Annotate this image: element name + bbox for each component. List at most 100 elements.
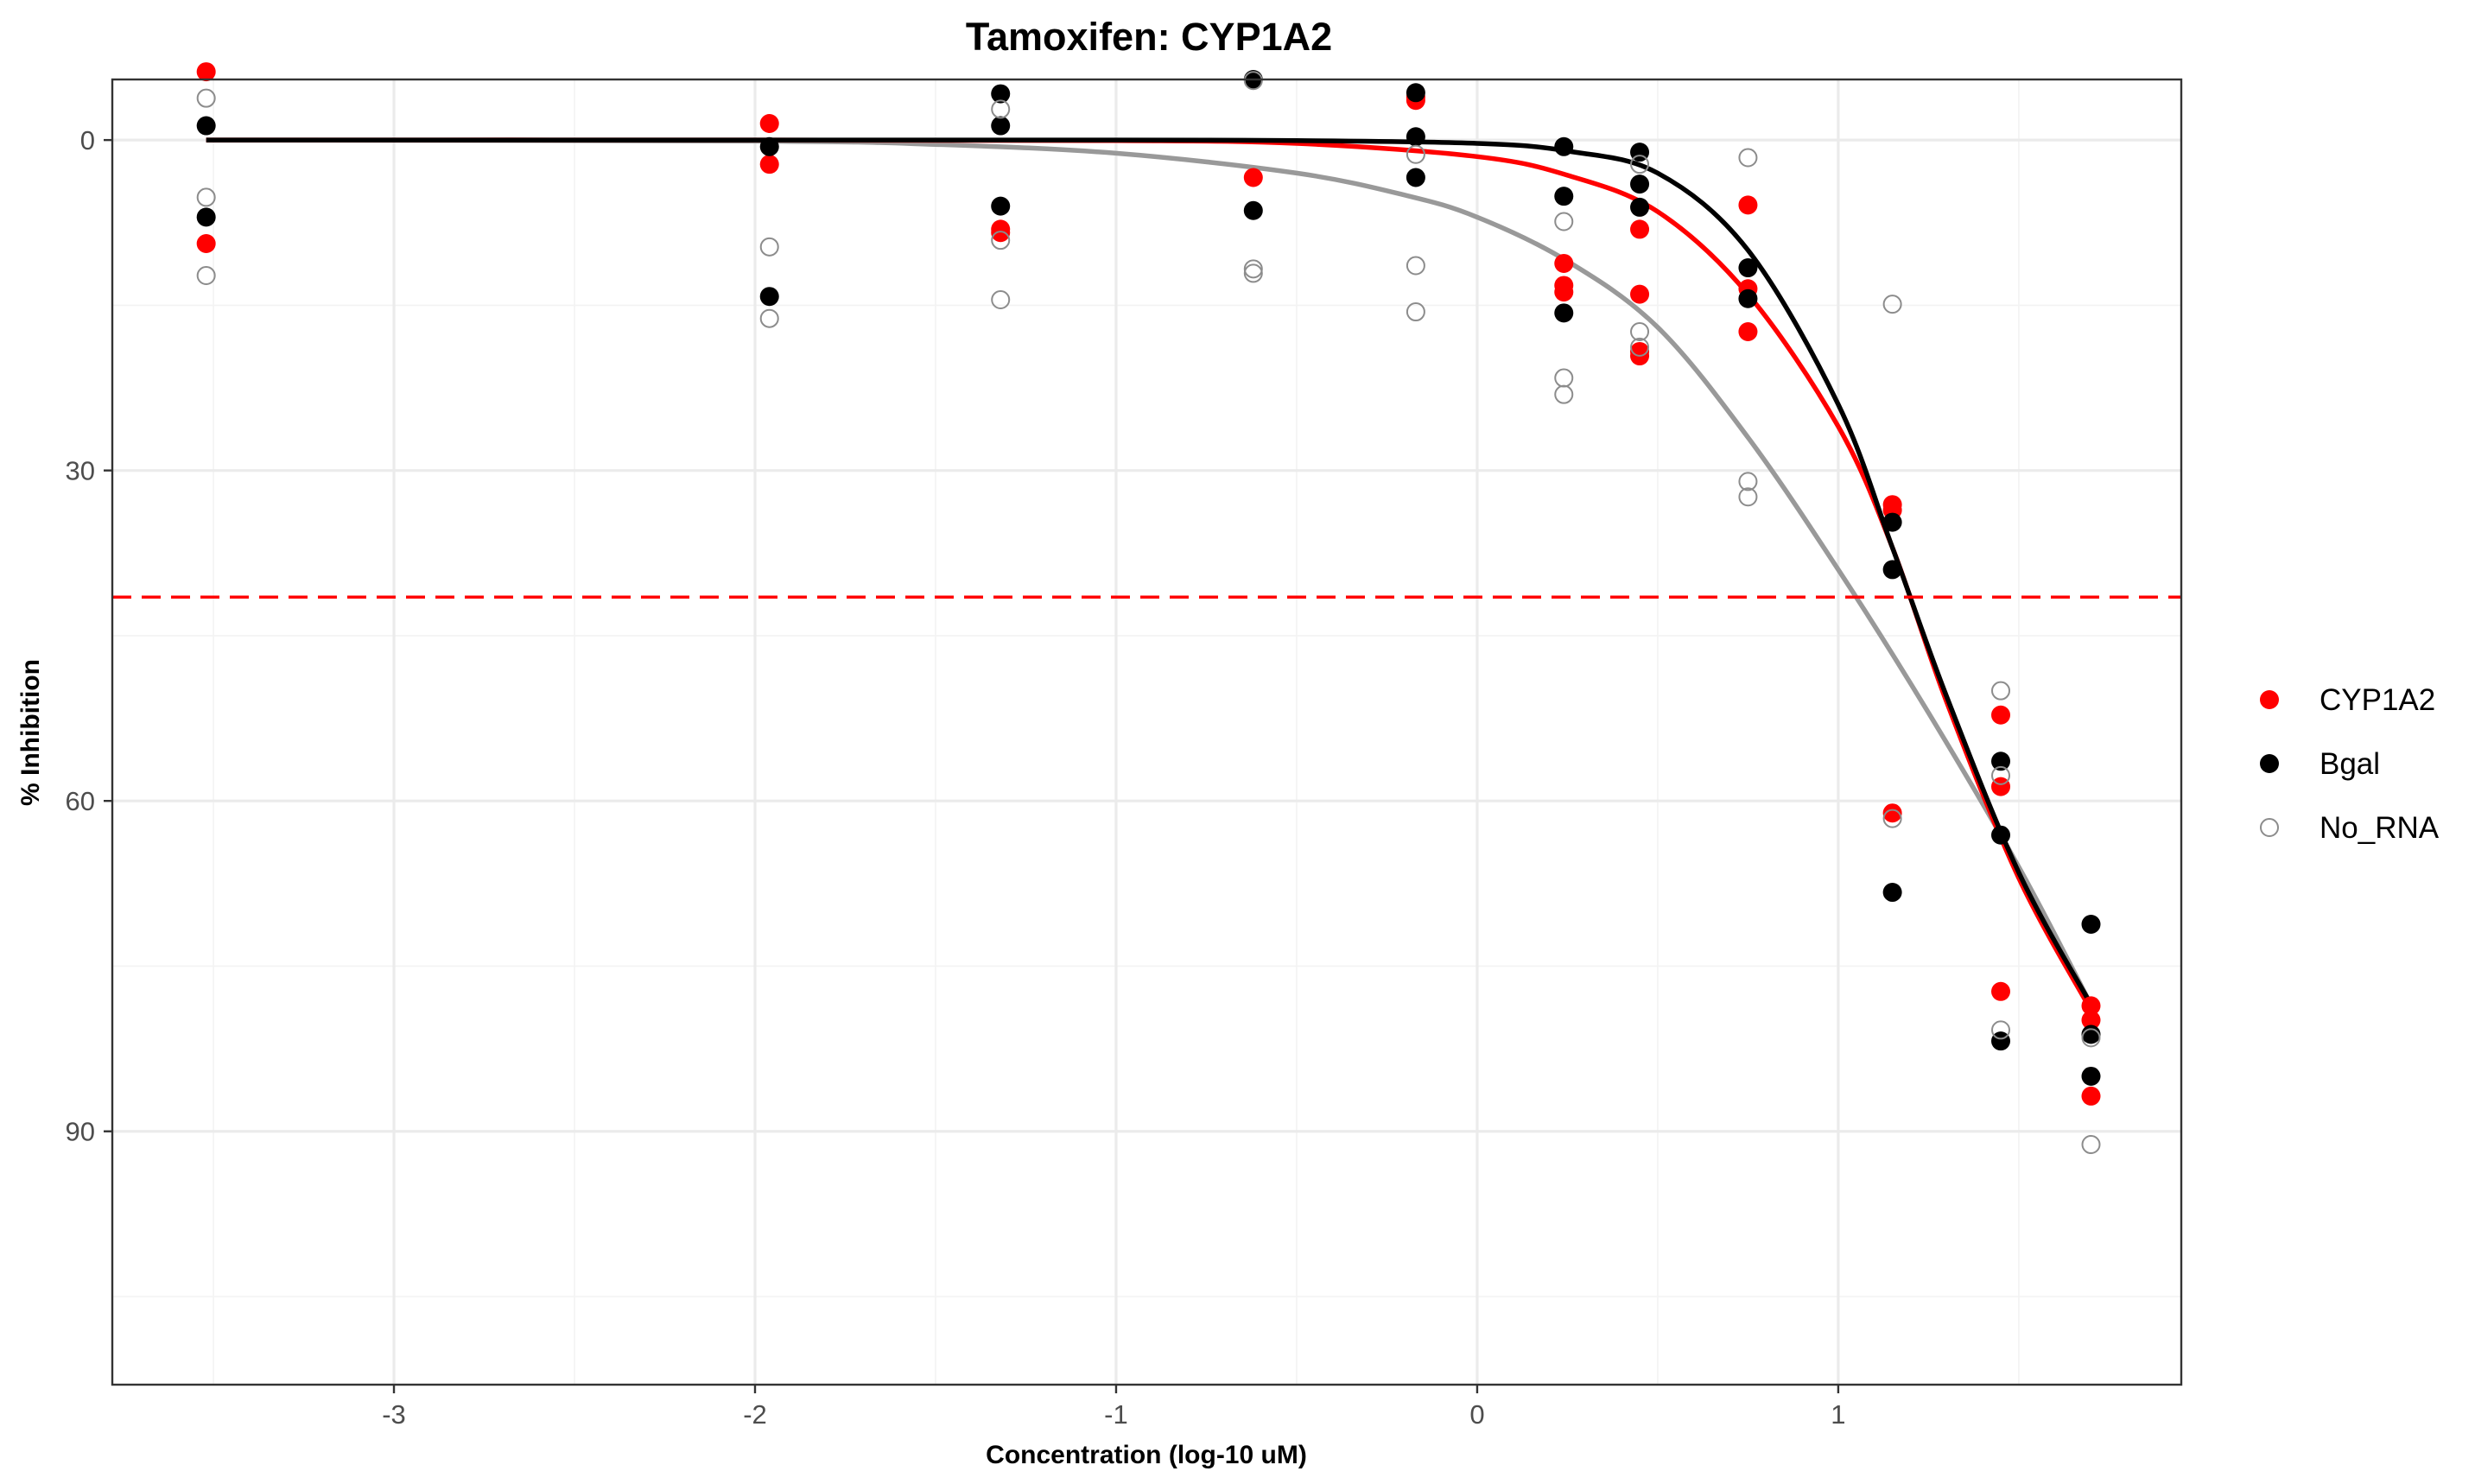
data-point <box>1554 187 1574 206</box>
legend-key-no_rna <box>2260 818 2279 837</box>
data-point <box>991 231 1011 251</box>
data-point <box>1406 144 1425 164</box>
data-point <box>1991 1020 2011 1040</box>
x-axis: -3 -2 -1 0 1 <box>382 1385 1846 1430</box>
data-point <box>1406 127 1425 147</box>
legend-label: CYP1A2 <box>2320 683 2435 717</box>
data-point <box>1738 195 1758 215</box>
data-point <box>1738 487 1758 507</box>
y-axis-title: % Inhibition <box>16 659 45 806</box>
data-point <box>1991 825 2011 845</box>
data-point <box>1738 472 1758 491</box>
data-point <box>196 207 216 227</box>
series-no_rna <box>196 71 2101 1155</box>
data-point <box>991 99 1011 119</box>
data-point <box>2081 1086 2101 1106</box>
legend-label: Bgal <box>2320 747 2380 781</box>
data-point <box>1554 136 1574 156</box>
data-point <box>2081 1135 2101 1155</box>
data-point <box>1991 752 2011 771</box>
data-point <box>1630 197 1650 217</box>
y-tick-label: 0 <box>80 125 95 155</box>
data-point <box>1738 258 1758 278</box>
data-point <box>991 84 1011 104</box>
data-point <box>1243 259 1263 279</box>
plot-background <box>112 79 2181 1385</box>
y-tick-label: 90 <box>66 1117 95 1147</box>
data-point <box>1406 83 1425 103</box>
fit-curves <box>206 137 2093 1012</box>
series-bgal <box>196 70 2101 1086</box>
fit-curve-bgal <box>206 137 2093 1006</box>
data-point <box>1406 256 1425 276</box>
data-point <box>759 136 779 156</box>
data-point <box>1243 168 1263 187</box>
data-point <box>1630 155 1650 174</box>
data-point <box>1882 560 1902 580</box>
legend-label: No_RNA <box>2320 811 2440 845</box>
plot-panel-border <box>111 78 2183 1386</box>
data-point <box>1554 212 1574 231</box>
data-point <box>1882 803 1902 823</box>
data-point <box>991 290 1011 310</box>
data-point <box>991 196 1011 216</box>
grid-lines <box>112 79 2181 1385</box>
data-point <box>2081 1024 2101 1044</box>
data-point <box>1406 168 1425 187</box>
data-point <box>1991 705 2011 725</box>
data-point <box>759 155 779 174</box>
data-point <box>1406 302 1425 322</box>
data-point <box>196 116 216 136</box>
x-tick-label: -1 <box>1104 1399 1128 1430</box>
y-tick-label: 60 <box>66 786 95 816</box>
data-point <box>1630 174 1650 194</box>
data-point <box>1554 282 1574 302</box>
data-point <box>1991 765 2011 785</box>
data-point <box>1991 681 2011 701</box>
data-point <box>1630 337 1650 357</box>
data-point <box>1738 289 1758 308</box>
data-point <box>196 233 216 253</box>
data-point <box>1882 883 1902 903</box>
data-point <box>2081 1010 2101 1030</box>
legend-key-cyp1a2 <box>2260 690 2279 709</box>
data-point <box>196 265 216 285</box>
y-tick-label: 30 <box>66 456 95 486</box>
series-cyp1a2 <box>196 62 2101 1106</box>
data-point <box>1243 200 1263 220</box>
x-tick-label: 0 <box>1469 1399 1484 1430</box>
legend: CYP1A2 Bgal No_RNA <box>2260 683 2440 845</box>
data-point <box>759 237 779 257</box>
legend-key-bgal <box>2260 754 2279 773</box>
data-point <box>2081 1066 2101 1086</box>
x-axis-title: Concentration (log-10 uM) <box>986 1441 1307 1469</box>
data-point <box>1882 809 1902 828</box>
chart-title: Tamoxifen: CYP1A2 <box>966 15 1332 59</box>
data-point <box>1630 321 1650 341</box>
data-point <box>1738 321 1758 341</box>
data-point <box>2081 1028 2101 1048</box>
data-point <box>1991 981 2011 1001</box>
data-point <box>2081 915 2101 935</box>
data-point <box>196 88 216 108</box>
data-point <box>1630 219 1650 239</box>
data-point <box>1243 71 1263 91</box>
data-point <box>759 287 779 307</box>
x-tick-label: 1 <box>1831 1399 1845 1430</box>
data-point <box>1738 148 1758 168</box>
data-point <box>2081 996 2101 1016</box>
data-point <box>991 223 1011 243</box>
data-point <box>759 308 779 328</box>
data-point <box>1630 284 1650 304</box>
x-tick-label: -2 <box>743 1399 767 1430</box>
data-point <box>759 114 779 134</box>
data-point <box>1554 253 1574 273</box>
data-points <box>196 62 2101 1155</box>
data-point <box>1882 512 1902 532</box>
data-point <box>1554 384 1574 404</box>
data-point <box>991 116 1011 136</box>
data-point <box>1882 295 1902 314</box>
data-point <box>1554 303 1574 323</box>
data-point <box>196 187 216 207</box>
